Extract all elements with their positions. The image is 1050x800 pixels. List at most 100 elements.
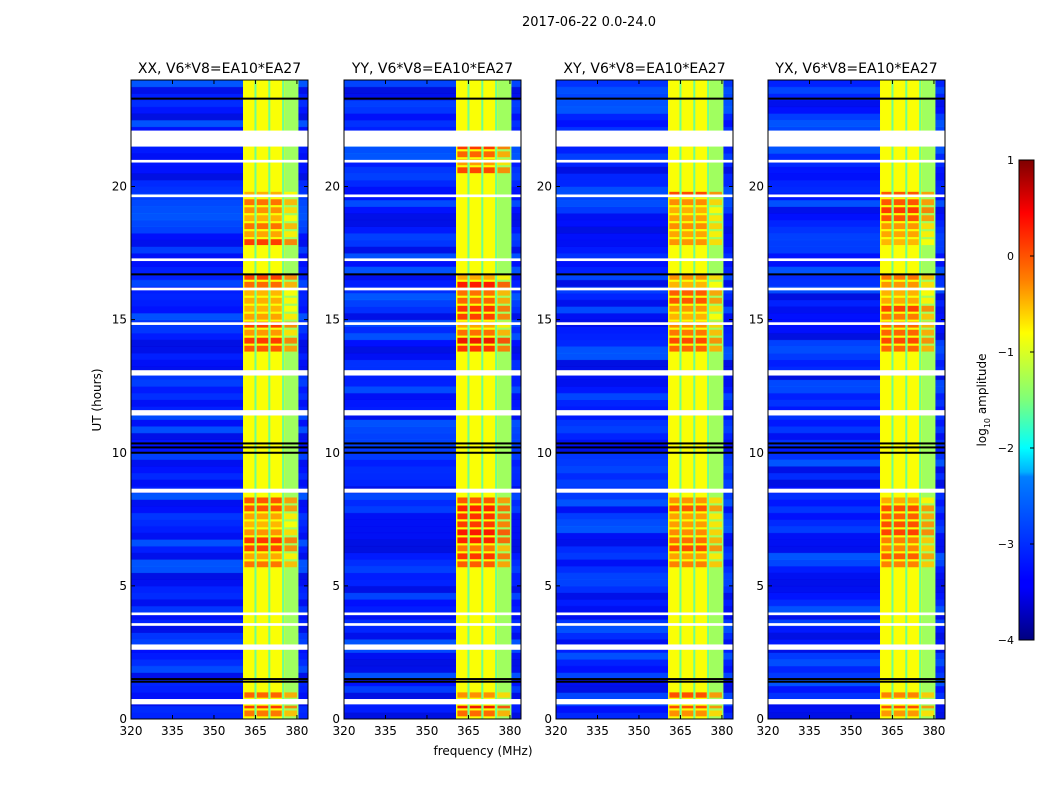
bright-block [270, 710, 282, 717]
noise-row [556, 293, 733, 301]
bright-block [669, 505, 681, 512]
noise-row [344, 246, 521, 254]
bright-block [284, 505, 297, 512]
bright-block [244, 297, 256, 304]
noise-row [556, 592, 733, 600]
bright-block [695, 345, 707, 352]
bright-block [681, 710, 695, 717]
noise-row [768, 632, 945, 640]
bright-block [469, 297, 483, 304]
x-tick-label: 380 [710, 724, 733, 738]
flagged-interval [344, 322, 521, 325]
y-tick-label: 15 [325, 313, 340, 327]
bright-block [469, 167, 483, 174]
y-tick-label: 5 [332, 579, 340, 593]
bright-block [669, 337, 681, 344]
bright-block [907, 289, 919, 296]
bright-block [669, 281, 681, 288]
noise-row [344, 612, 521, 620]
noise-row [131, 685, 308, 693]
noise-row [344, 585, 521, 594]
noise-row [344, 126, 521, 134]
bright-block [457, 497, 469, 504]
bright-block [669, 191, 681, 198]
bright-block [921, 239, 934, 246]
bright-block [907, 313, 919, 320]
bright-block [457, 273, 469, 280]
y-tick-label: 10 [749, 446, 764, 460]
bright-block [907, 223, 919, 230]
noise-row [131, 579, 308, 587]
noise-row [344, 472, 521, 480]
colorbar-label: log10 amplitude [975, 354, 992, 447]
flagged-interval [131, 488, 308, 493]
bright-block [469, 561, 483, 568]
bright-block [695, 692, 707, 698]
flagged-interval [556, 612, 733, 616]
noise-row [768, 293, 945, 301]
noise-row [344, 352, 521, 361]
bright-block [457, 313, 469, 320]
bright-block [284, 239, 297, 246]
flagged-interval [344, 644, 521, 650]
noise-row [131, 399, 308, 407]
bright-block [669, 223, 681, 230]
bright-block [681, 313, 695, 320]
bright-block [681, 215, 695, 222]
bright-block [483, 146, 495, 150]
bright-block [709, 289, 722, 296]
bright-block [270, 529, 282, 536]
bright-block [457, 305, 469, 312]
noise-row [131, 499, 308, 507]
noise-row [768, 226, 945, 234]
noise-row [344, 432, 521, 440]
noise-row [768, 186, 945, 194]
noise-row [556, 532, 733, 540]
bright-block [256, 705, 270, 709]
colorbar-tick-label: −2 [998, 442, 1014, 455]
noise-row [768, 219, 945, 227]
bright-block [893, 513, 907, 520]
bright-block [256, 199, 270, 206]
x-tick-label: 365 [457, 724, 480, 738]
flag-line [768, 273, 945, 276]
noise-row [131, 352, 308, 361]
y-tick-label: 0 [756, 712, 764, 726]
bright-block [669, 273, 681, 280]
bright-block [483, 553, 495, 560]
noise-row [131, 512, 308, 520]
bright-block [669, 513, 681, 520]
bright-block [483, 521, 495, 528]
flag-line [344, 680, 521, 683]
noise-row [768, 233, 945, 241]
flag-line [344, 446, 521, 449]
noise-row [556, 625, 733, 633]
bright-block [483, 281, 495, 288]
noise-row [768, 432, 945, 440]
bright-block [695, 281, 707, 288]
panel-frame [130, 79, 309, 720]
bright-block [284, 191, 297, 198]
noise-row [556, 306, 733, 314]
bright-block [669, 289, 681, 296]
x-tick-label: 335 [798, 724, 821, 738]
flag-line [131, 680, 308, 683]
bright-block [893, 281, 907, 288]
noise-row [344, 372, 521, 381]
noise-row [768, 406, 945, 414]
bright-block [881, 537, 893, 544]
bright-block [244, 537, 256, 544]
bright-block [457, 297, 469, 304]
bright-block [256, 553, 270, 560]
noise-row [556, 692, 733, 700]
flag-line [344, 273, 521, 276]
noise-row [344, 332, 521, 341]
bright-block [669, 345, 681, 352]
noise-row [131, 306, 308, 314]
bright-block [881, 705, 893, 709]
noise-row [768, 366, 945, 374]
noise-row [556, 219, 733, 227]
y-tick-label: 0 [332, 712, 340, 726]
bright-block [270, 239, 282, 246]
bright-block [497, 297, 510, 304]
